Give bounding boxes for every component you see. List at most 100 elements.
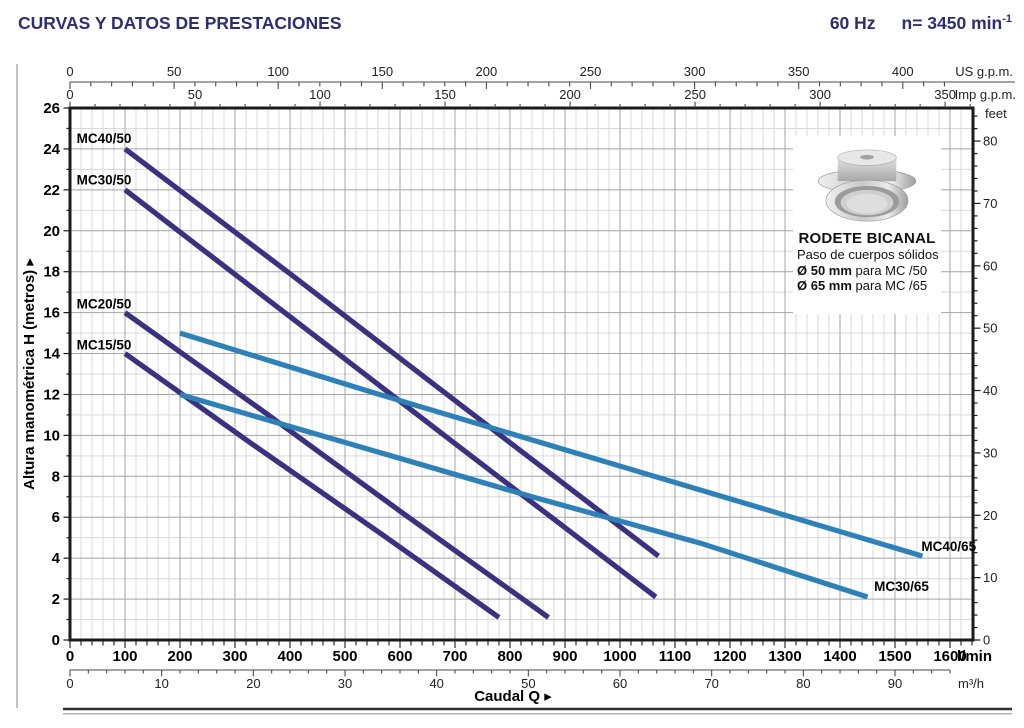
svg-text:2: 2	[52, 591, 60, 608]
impeller-photo	[817, 149, 917, 222]
motor-specs: 60 Hz n= 3450 min-1	[830, 13, 1012, 34]
speed-label: n= 3450 min-1	[901, 13, 1012, 33]
inset-title: RODETE BICANAL	[798, 230, 936, 247]
curve-label-MC15-50: MC15/50	[77, 337, 132, 352]
inset-solids-65: Ø 65 mm para MC /65	[797, 278, 928, 293]
impeller-image-wrap	[811, 144, 923, 226]
frequency-label: 60 Hz	[829, 13, 876, 33]
svg-text:4: 4	[52, 550, 61, 567]
svg-text:10: 10	[154, 676, 168, 691]
curve-MC20-50	[123, 310, 551, 620]
svg-text:300: 300	[809, 87, 831, 102]
x-axis-title: Caudal Q ▸	[474, 688, 552, 705]
svg-text:6: 6	[52, 509, 60, 526]
svg-text:0: 0	[52, 632, 60, 649]
svg-text:1400: 1400	[823, 648, 856, 665]
svg-text:40: 40	[983, 383, 997, 398]
inset-solids-50: Ø 50 mm para MC /50	[797, 262, 928, 278]
svg-text:90: 90	[888, 676, 902, 691]
svg-text:200: 200	[476, 64, 498, 79]
svg-text:250: 250	[684, 87, 706, 102]
svg-text:8: 8	[52, 468, 60, 485]
svg-text:1100: 1100	[659, 648, 692, 665]
svg-text:20: 20	[246, 676, 260, 691]
impeller-inset: RODETE BICANAL Paso de cuerpos sólidos Ø…	[793, 136, 941, 314]
curve-label-MC30-50: MC30/50	[77, 173, 132, 188]
svg-text:60: 60	[613, 676, 627, 691]
svg-text:14: 14	[43, 346, 60, 363]
svg-text:50: 50	[167, 64, 181, 79]
svg-text:200: 200	[559, 87, 581, 102]
svg-text:60: 60	[983, 258, 997, 273]
svg-text:80: 80	[796, 676, 810, 691]
svg-text:26: 26	[43, 100, 60, 117]
curve-label-MC20-50: MC20/50	[77, 297, 132, 312]
svg-text:0: 0	[66, 676, 73, 691]
svg-text:100: 100	[267, 64, 289, 79]
svg-text:12: 12	[43, 386, 60, 403]
svg-text:Caudal Q ▸: Caudal Q ▸	[474, 688, 552, 705]
curve-MC30-50	[123, 187, 658, 600]
svg-text:70: 70	[704, 676, 718, 691]
svg-text:50: 50	[983, 321, 997, 336]
svg-text:1300: 1300	[768, 648, 801, 665]
svg-text:18: 18	[43, 264, 60, 281]
svg-text:30: 30	[338, 676, 352, 691]
axis-right-feet: 0 10 20 30 40 50 60 70 80 feet	[973, 106, 1007, 648]
svg-text:70: 70	[983, 196, 997, 211]
svg-text:Imp g.p.m.: Imp g.p.m.	[955, 87, 1016, 102]
svg-text:250: 250	[580, 64, 602, 79]
svg-text:US g.p.m.: US g.p.m.	[955, 64, 1013, 79]
svg-text:16: 16	[43, 305, 60, 322]
curve-label-MC40-50: MC40/50	[77, 131, 132, 146]
svg-text:20: 20	[43, 223, 60, 240]
svg-text:100: 100	[309, 87, 331, 102]
svg-text:0: 0	[66, 87, 73, 102]
curve-MC40-65	[179, 330, 924, 559]
svg-text:100: 100	[112, 648, 137, 665]
axis-top-us-gpm: 0 50 100 150 200 250 300 350 400 US g.p.m.	[66, 64, 1015, 89]
svg-text:500: 500	[332, 648, 357, 665]
svg-text:300: 300	[684, 64, 706, 79]
svg-text:0: 0	[66, 64, 73, 79]
svg-text:200: 200	[167, 648, 192, 665]
page-title: CURVAS Y DATOS DE PRESTACIONES	[18, 13, 342, 33]
svg-text:1600: 1600	[933, 648, 966, 665]
svg-text:50: 50	[188, 87, 202, 102]
svg-text:350: 350	[788, 64, 810, 79]
svg-text:feet: feet	[985, 106, 1007, 121]
inset-subtitle: Paso de cuerpos sólidos	[797, 247, 939, 262]
svg-text:350: 350	[934, 87, 956, 102]
svg-text:10: 10	[43, 427, 60, 444]
svg-text:24: 24	[43, 141, 60, 158]
svg-text:0: 0	[66, 648, 74, 665]
svg-text:150: 150	[434, 87, 456, 102]
svg-text:1200: 1200	[713, 648, 746, 665]
axis-bottom-lmin: 0 100 200 300 400 500 600 700 800 900 1000 1100 1200…	[66, 641, 992, 665]
svg-text:20: 20	[983, 508, 997, 523]
svg-text:10: 10	[983, 570, 997, 585]
svg-text:m³/h: m³/h	[958, 676, 984, 691]
svg-text:50: 50	[521, 676, 535, 691]
svg-text:700: 700	[442, 648, 467, 665]
svg-text:22: 22	[43, 182, 60, 199]
svg-text:600: 600	[387, 648, 412, 665]
curve-MC30-65	[179, 392, 869, 600]
svg-text:300: 300	[222, 648, 247, 665]
curve-label-MC30-65: MC30/65	[874, 579, 929, 594]
svg-text:400: 400	[892, 64, 914, 79]
grid-major	[70, 108, 973, 640]
curve-MC40-50	[123, 146, 661, 559]
curves: MC40/50 MC30/50 MC20/50 MC15/50 MC40/65 MC30/…	[77, 131, 977, 620]
svg-text:900: 900	[552, 648, 577, 665]
curve-label-MC40-65: MC40/65	[921, 539, 976, 554]
svg-text:80: 80	[983, 134, 997, 149]
svg-text:0: 0	[983, 633, 990, 648]
footer-rule	[63, 707, 1012, 715]
svg-text:Altura manométrica H (metros): Altura manométrica H (metros) ▸	[21, 258, 38, 490]
svg-text:1500: 1500	[878, 648, 911, 665]
